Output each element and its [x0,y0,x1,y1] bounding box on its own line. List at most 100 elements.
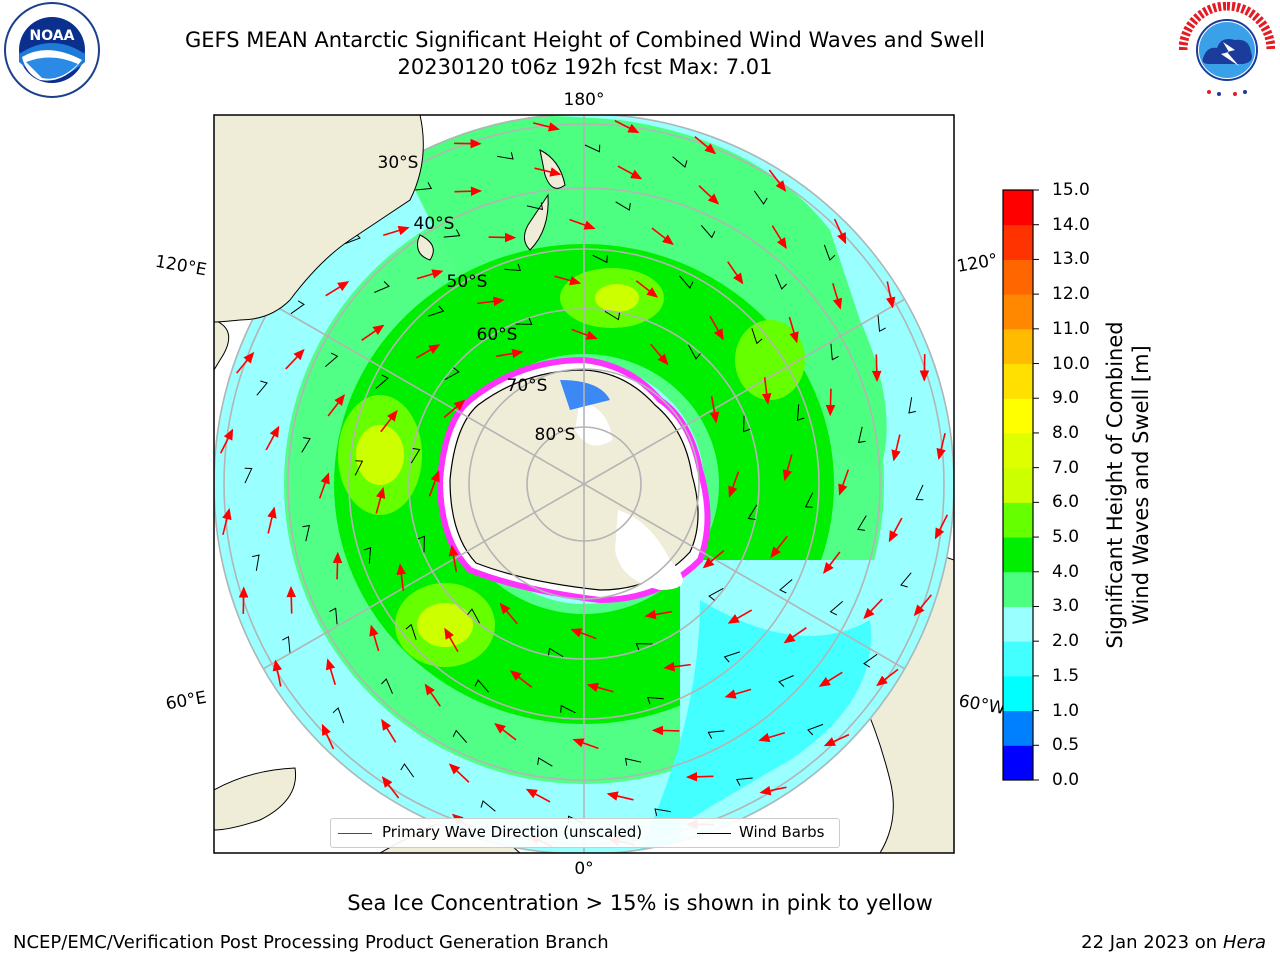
wave-direction-arrow [833,218,847,245]
lon-label-top: 180° [564,90,605,110]
wind-barb [363,547,372,564]
colorbar-tick-label: 1.5 [1052,665,1080,686]
wave-direction-arrow [428,470,440,497]
wind-barb [375,374,389,389]
wave-direction-arrow [454,186,483,197]
wave-direction-arrow [936,432,946,460]
wave-direction-arrow [650,343,669,366]
wind-barb [753,190,768,205]
wave-direction-arrow [913,594,933,617]
wave-direction-arrow [724,688,752,699]
wave-direction-arrow [361,324,385,341]
wind-barb [687,344,701,360]
colorbar-frame [1002,189,1034,781]
wave-core-north [595,284,639,312]
wind-barb [857,515,867,531]
wind-barb [244,467,253,484]
wave-direction-legend-line [338,833,372,834]
wind-barb [400,763,415,778]
wave-direction-arrow [219,428,234,454]
colorbar-tick-label: 13.0 [1052,249,1090,270]
nws-logo [1178,1,1276,98]
colorbar-title-line2: Wind Waves and Swell [m] [1129,345,1153,625]
wind-barb [467,608,481,624]
colorbar-tick-label: 12.0 [1052,284,1090,305]
wind-barb [474,679,489,693]
lon-label-right-upper: 120° [955,250,999,277]
wind-barb [374,281,390,293]
colorbar-tick-label: 0.0 [1052,770,1080,790]
wave-direction-arrow [876,668,899,687]
wave-direction-arrow [663,661,691,672]
wave-direction-arrow [783,627,807,644]
colorbar-segment [1003,190,1033,226]
wave-direction-arrow [375,486,386,514]
wave-direction-arrow [525,788,551,803]
wind-barb [444,367,460,381]
wave-direction-arrow [685,771,714,782]
wind-barb [804,492,814,508]
wind-barb [700,225,716,239]
wind-barb [707,730,725,739]
wave-direction-legend-label: Primary Wave Direction (unscaled) [382,823,643,841]
wave-direction-arrow [863,598,883,620]
wave-direction-arrow [606,791,634,801]
wave-direction-arrow [759,785,787,796]
wave-direction-arrow [702,550,725,569]
wind-barb [807,723,824,736]
wave-direction-arrow [728,471,740,498]
wave-direction-arrow [572,738,599,750]
wave-direction-arrow [235,351,255,374]
wind-barb [915,484,924,501]
wind-barb [775,274,787,290]
colorbar [1002,189,1039,781]
wind-barb [290,300,305,315]
wave-direction-arrow [448,763,470,783]
wind-barb [252,554,260,571]
wave-direction-arrow [327,394,345,417]
wind-barb [354,460,364,476]
colorbar-tick-label: 15.0 [1052,180,1090,200]
wave-direction-arrow [499,602,518,625]
wind-barb [779,579,793,594]
wave-direction-arrow [415,344,441,359]
wind-barb [672,156,688,168]
colorbar-title: Significant Height of Combined Wind Wave… [1102,321,1154,648]
wind-barb [679,275,694,289]
colorbar-segment [1003,294,1033,330]
colorbar-tick-label: 11.0 [1052,318,1090,339]
wind-barb [908,397,916,414]
colorbar-segment [1003,571,1033,607]
wind-barb [654,808,671,816]
wind-barb [443,229,461,238]
lat-label-60s: 60°S [477,325,518,345]
wind-barb [778,675,794,687]
wave-direction-arrow [823,733,850,747]
wind-barb [796,404,805,421]
wind-barb [480,800,496,812]
vector-layer [219,119,949,849]
wave-direction-arrow [727,261,744,285]
wave-direction-arrow [727,609,753,624]
wave-direction-arrow [532,122,560,132]
wind-barb [452,729,468,743]
wind-barb [823,244,836,261]
colorbar-tick-label: 6.0 [1052,492,1080,513]
wave-direction-arrow [770,535,788,559]
colorbar-segment [1003,328,1033,365]
wave-direction-arrow [771,225,787,250]
wave-direction-arrow [416,269,444,280]
colorbar-segment [1003,745,1033,781]
wave-core-east [356,425,404,485]
wave-direction-arrow [444,627,459,653]
wind-barb [301,437,311,453]
colorbar-tick-label: 8.0 [1052,422,1080,443]
wave-direction-arrow [272,659,283,687]
colorbar-segment [1003,641,1033,677]
lon-label-left-lower: 60°E [164,688,208,715]
colorbar-title-line1: Significant Height of Combined [1103,321,1127,649]
wind-barb [723,651,740,663]
wave-direction-arrow [891,434,901,462]
wave-direction-arrow [265,425,280,451]
